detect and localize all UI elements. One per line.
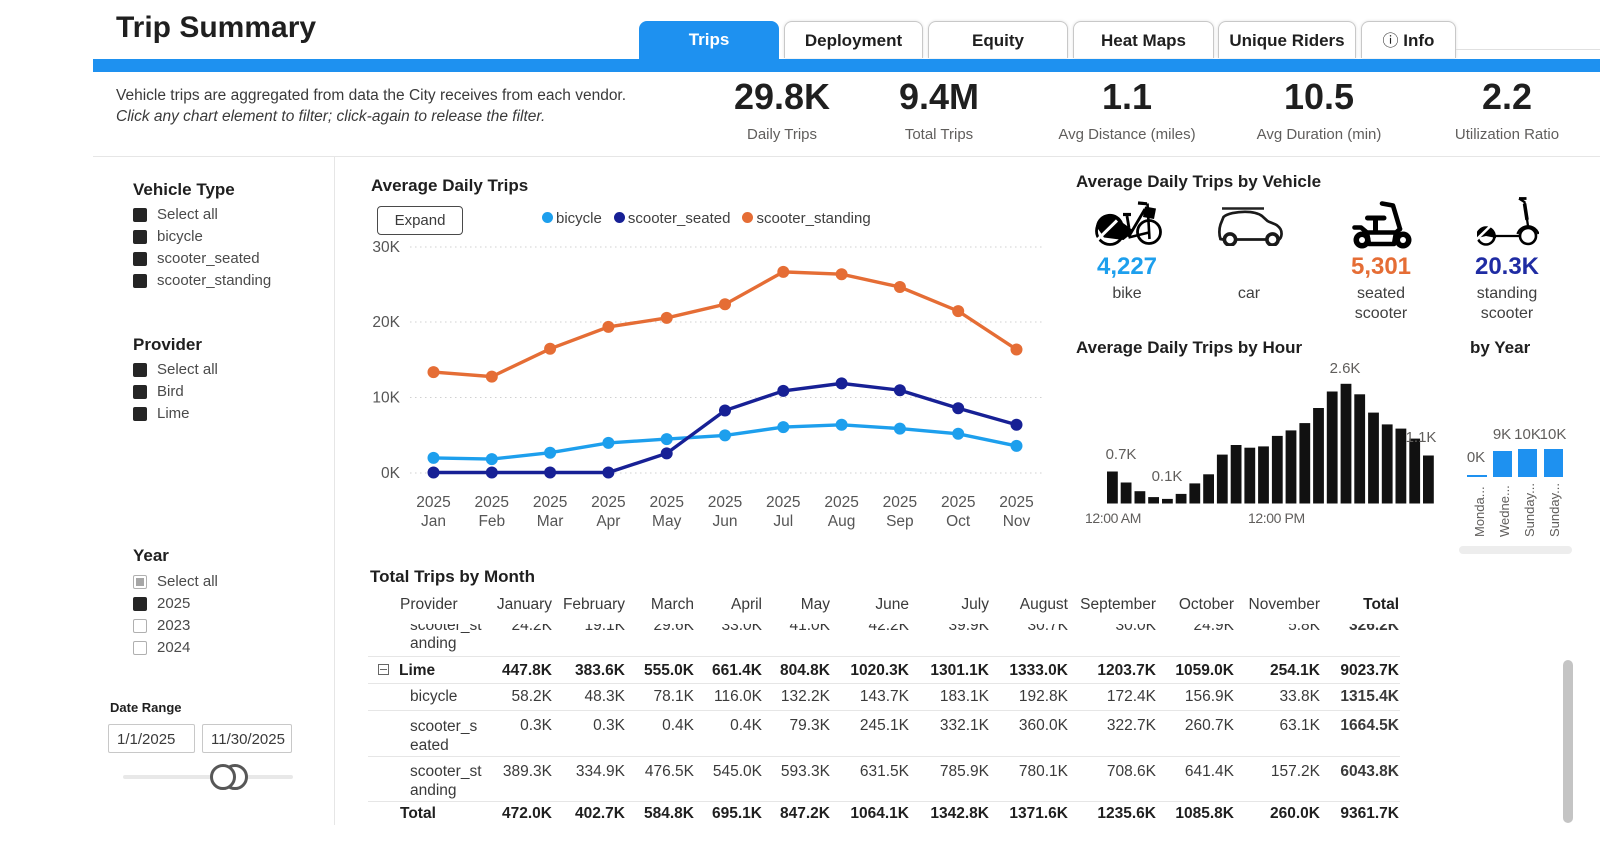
- svg-text:Jan: Jan: [421, 513, 446, 530]
- svg-text:2025: 2025: [708, 494, 742, 511]
- svg-text:10K: 10K: [372, 390, 400, 407]
- svg-text:Feb: Feb: [478, 513, 505, 530]
- svg-text:2025: 2025: [824, 494, 858, 511]
- svg-text:Jun: Jun: [713, 513, 738, 530]
- svg-text:2025: 2025: [416, 494, 450, 511]
- svg-text:2025: 2025: [941, 494, 975, 511]
- svg-text:Sep: Sep: [886, 513, 914, 530]
- svg-text:2025: 2025: [533, 494, 567, 511]
- svg-text:0K: 0K: [381, 465, 401, 482]
- svg-text:Mar: Mar: [537, 513, 564, 530]
- svg-text:Aug: Aug: [828, 513, 856, 530]
- svg-text:May: May: [652, 513, 682, 530]
- svg-text:Jul: Jul: [773, 513, 793, 530]
- svg-text:Nov: Nov: [1003, 513, 1031, 530]
- svg-text:20K: 20K: [372, 314, 400, 331]
- svg-text:Apr: Apr: [596, 513, 620, 530]
- svg-text:30K: 30K: [372, 239, 400, 256]
- svg-text:2025: 2025: [883, 494, 917, 511]
- svg-text:2025: 2025: [649, 494, 683, 511]
- svg-text:2025: 2025: [591, 494, 625, 511]
- svg-text:2025: 2025: [475, 494, 509, 511]
- svg-text:2025: 2025: [766, 494, 800, 511]
- svg-text:Oct: Oct: [946, 513, 971, 530]
- svg-text:2025: 2025: [999, 494, 1033, 511]
